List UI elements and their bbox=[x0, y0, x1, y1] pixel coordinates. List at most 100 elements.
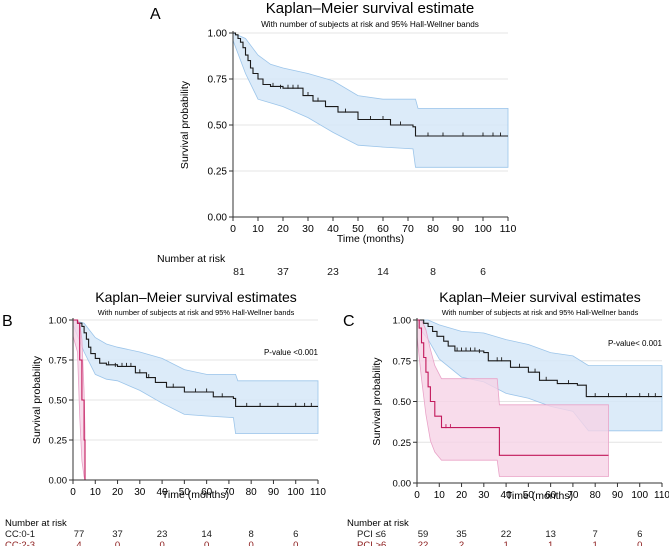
chart-title: Kaplan–Meier survival estimate bbox=[266, 0, 474, 17]
x-tick-label: 110 bbox=[654, 490, 669, 501]
confidence-band-group2 bbox=[416, 319, 609, 477]
x-tick-label: 70 bbox=[567, 490, 579, 501]
x-tick-label: 10 bbox=[252, 223, 264, 235]
risk-count: 77 bbox=[74, 529, 85, 540]
x-tick-label: 0 bbox=[230, 223, 236, 235]
risk-count: 6 bbox=[293, 529, 298, 540]
risk-count: 0 bbox=[159, 540, 164, 546]
x-axis-title: Time (months) bbox=[337, 233, 404, 245]
risk-count: 81 bbox=[233, 266, 245, 278]
y-tick-label: 0.50 bbox=[393, 397, 412, 408]
x-tick-label: 30 bbox=[478, 490, 490, 501]
x-tick-label: 60 bbox=[377, 223, 389, 235]
x-axis-title: Time (months) bbox=[162, 489, 229, 501]
risk-count: 22 bbox=[418, 540, 429, 546]
x-tick-label: 50 bbox=[352, 223, 364, 235]
x-tick-label: 70 bbox=[402, 223, 414, 235]
x-tick-label: 40 bbox=[327, 223, 339, 235]
y-tick-label: 0.25 bbox=[49, 436, 68, 447]
risk-table-header: Number at risk bbox=[157, 253, 226, 265]
y-tick-label: 0.75 bbox=[393, 356, 412, 367]
x-tick-label: 20 bbox=[277, 223, 289, 235]
risk-count: 8 bbox=[430, 266, 436, 278]
risk-count: 59 bbox=[418, 529, 429, 540]
x-tick-label: 80 bbox=[590, 490, 602, 501]
x-axis-title: Time (months) bbox=[506, 490, 573, 502]
x-tick-label: 10 bbox=[90, 487, 102, 498]
risk-count: 1 bbox=[548, 540, 553, 546]
risk-count: 0 bbox=[249, 540, 254, 546]
confidence-band-group1 bbox=[232, 32, 509, 168]
risk-table-header: Number at risk bbox=[347, 518, 409, 529]
confidence-band-group1 bbox=[72, 319, 319, 434]
p-value-annotation: P-value< 0.001 bbox=[608, 339, 663, 348]
risk-count: 4 bbox=[76, 540, 81, 546]
x-tick-label: 40 bbox=[157, 487, 169, 498]
x-tick-label: 80 bbox=[246, 487, 258, 498]
y-tick-label: 0.00 bbox=[208, 213, 228, 224]
y-tick-label: 1.00 bbox=[393, 316, 412, 327]
survival-curve-group2 bbox=[73, 319, 86, 480]
panel-c: C Kaplan–Meier survival estimates With num… bbox=[343, 289, 669, 546]
chart-title: Kaplan–Meier survival estimates bbox=[439, 289, 641, 305]
chart-title: Kaplan–Meier survival estimates bbox=[95, 289, 297, 305]
risk-count: 1 bbox=[503, 540, 508, 546]
risk-count: 6 bbox=[480, 266, 486, 278]
x-tick-label: 0 bbox=[414, 490, 420, 501]
x-tick-label: 30 bbox=[302, 223, 314, 235]
y-tick-label: 0.25 bbox=[393, 438, 412, 449]
y-tick-label: 0.00 bbox=[49, 476, 68, 487]
y-tick-label: 0.75 bbox=[49, 356, 68, 367]
risk-count: 6 bbox=[637, 529, 642, 540]
risk-count: 35 bbox=[456, 529, 467, 540]
risk-count: 13 bbox=[545, 529, 556, 540]
x-tick-label: 70 bbox=[223, 487, 235, 498]
x-tick-label: 10 bbox=[434, 490, 446, 501]
x-tick-label: 90 bbox=[268, 487, 280, 498]
x-tick-label: 100 bbox=[631, 490, 648, 501]
panel-a: A Kaplan–Meier survival estimate With numb… bbox=[150, 0, 517, 278]
x-tick-label: 90 bbox=[612, 490, 624, 501]
risk-count: 23 bbox=[327, 266, 339, 278]
risk-count: 1 bbox=[593, 540, 598, 546]
chart-subtitle: With number of subjects at risk and 95% … bbox=[98, 308, 295, 317]
panel-letter: A bbox=[150, 6, 161, 23]
risk-count: 22 bbox=[501, 529, 512, 540]
x-tick-label: 50 bbox=[179, 487, 191, 498]
risk-row-label: CC:2-3 bbox=[5, 540, 35, 546]
y-tick-label: 0.25 bbox=[208, 167, 228, 178]
y-tick-label: 0.50 bbox=[49, 396, 68, 407]
y-axis-title: Survival probability bbox=[179, 80, 191, 169]
risk-row-label: PCI ≤6 bbox=[357, 529, 386, 540]
chart-subtitle: With number of subjects at risk and 95% … bbox=[442, 308, 639, 317]
risk-row-label: CC:0-1 bbox=[5, 529, 35, 540]
y-tick-label: 1.00 bbox=[208, 29, 228, 40]
risk-count: 2 bbox=[459, 540, 464, 546]
risk-count: 0 bbox=[204, 540, 209, 546]
survival-curve-group1 bbox=[417, 319, 662, 398]
x-tick-label: 100 bbox=[474, 223, 492, 235]
risk-count: 37 bbox=[277, 266, 289, 278]
y-tick-label: 0.00 bbox=[393, 479, 412, 490]
x-tick-label: 110 bbox=[500, 223, 517, 235]
panel-letter: B bbox=[2, 313, 13, 330]
x-tick-label: 40 bbox=[501, 490, 513, 501]
x-tick-label: 30 bbox=[134, 487, 146, 498]
x-tick-label: 60 bbox=[201, 487, 213, 498]
survival-curve-group2 bbox=[417, 319, 609, 456]
x-tick-label: 20 bbox=[112, 487, 124, 498]
risk-count: 0 bbox=[637, 540, 642, 546]
risk-count: 0 bbox=[293, 540, 298, 546]
risk-count: 37 bbox=[112, 529, 123, 540]
risk-count: 8 bbox=[249, 529, 254, 540]
risk-count: 0 bbox=[115, 540, 120, 546]
x-tick-label: 90 bbox=[452, 223, 464, 235]
x-tick-label: 0 bbox=[70, 487, 76, 498]
chart-subtitle: With number of subjects at risk and 95% … bbox=[261, 20, 479, 29]
y-tick-label: 0.75 bbox=[208, 75, 228, 86]
risk-row-label: PCI >6 bbox=[357, 540, 386, 546]
x-tick-label: 50 bbox=[523, 490, 535, 501]
panel-letter: C bbox=[343, 313, 355, 330]
x-tick-label: 20 bbox=[456, 490, 468, 501]
